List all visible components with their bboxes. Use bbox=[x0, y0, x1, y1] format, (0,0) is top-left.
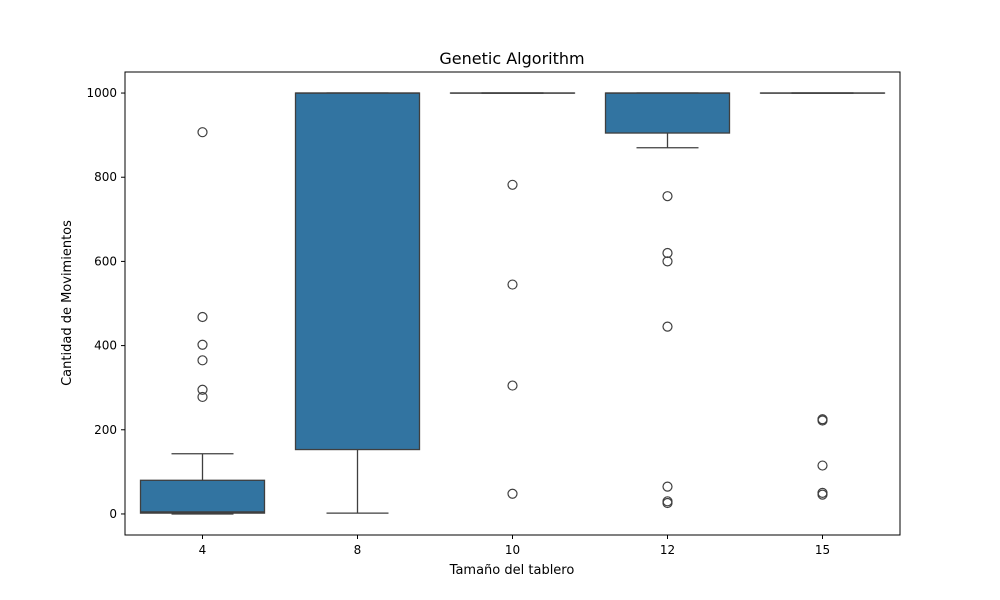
outlier-point bbox=[507, 380, 518, 391]
x-tick-label: 8 bbox=[354, 543, 362, 557]
y-tick-label: 400 bbox=[94, 339, 117, 353]
box-iqr bbox=[139, 479, 266, 514]
outlier-point bbox=[197, 127, 208, 138]
y-tick-label: 1000 bbox=[86, 86, 117, 100]
outlier-point bbox=[662, 497, 673, 509]
x-tick-label: 10 bbox=[505, 543, 520, 557]
x-axis-label: Tamaño del tablero bbox=[449, 563, 575, 578]
plot-area: 0 200 400 600 800 1000 4 8 10 12 15 bbox=[86, 71, 901, 557]
outlier-point bbox=[662, 481, 673, 492]
outlier-point bbox=[817, 460, 828, 471]
y-tick-label: 800 bbox=[94, 170, 117, 184]
outlier-point bbox=[507, 179, 518, 190]
y-tick-label: 600 bbox=[94, 254, 117, 268]
outlier-point bbox=[817, 489, 828, 500]
outlier-point bbox=[507, 488, 518, 499]
outlier-point bbox=[507, 279, 518, 290]
y-axis-label: Cantidad de Movimientos bbox=[60, 220, 75, 386]
chart-title: Genetic Algorithm bbox=[439, 49, 584, 68]
outlier-point bbox=[662, 256, 673, 267]
outlier-point bbox=[197, 355, 208, 366]
box-iqr bbox=[604, 92, 731, 134]
plot-frame bbox=[124, 71, 901, 536]
outlier-point bbox=[662, 321, 673, 332]
outlier-point bbox=[662, 247, 673, 259]
box-iqr bbox=[294, 92, 421, 451]
outlier-point bbox=[197, 384, 208, 395]
y-tick-label: 0 bbox=[109, 507, 117, 521]
x-tick-label: 12 bbox=[660, 543, 675, 557]
outlier-point bbox=[197, 391, 208, 403]
x-tick-label: 15 bbox=[815, 543, 830, 557]
x-tick-label: 4 bbox=[199, 543, 207, 557]
outlier-point bbox=[197, 311, 208, 323]
y-tick-label: 200 bbox=[94, 423, 117, 437]
outlier-point bbox=[197, 339, 208, 350]
outlier-point bbox=[662, 191, 673, 202]
outlier-point bbox=[817, 415, 828, 426]
